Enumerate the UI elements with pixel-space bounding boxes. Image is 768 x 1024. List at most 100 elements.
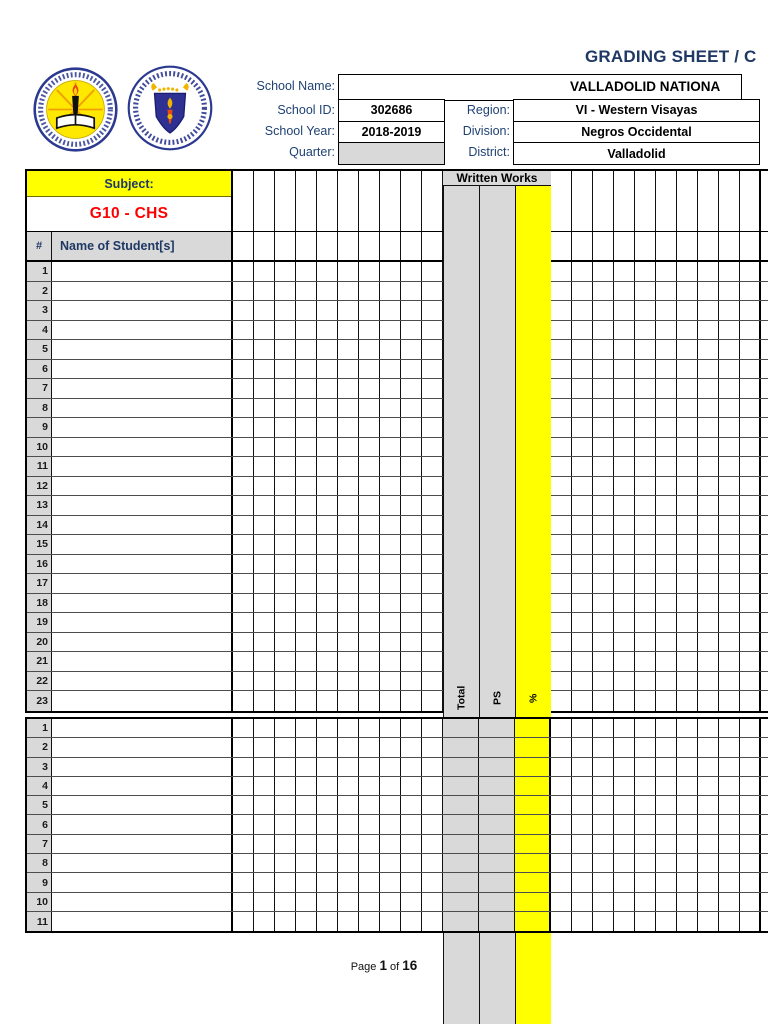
- score-cell: [296, 854, 317, 873]
- score-cell: [677, 574, 698, 593]
- district-value: Valladolid: [514, 143, 759, 165]
- score-cell: [275, 398, 296, 417]
- student-row: 4: [27, 776, 768, 797]
- score-cell: [296, 262, 317, 281]
- score-cell: [656, 796, 677, 815]
- score-cell: [317, 320, 338, 339]
- score-cell: [254, 418, 275, 437]
- score-cell: [296, 873, 317, 892]
- score-cell: [656, 834, 677, 854]
- score-cell: [296, 515, 317, 534]
- ps-cell: [479, 873, 515, 892]
- score-cell: [572, 535, 593, 554]
- score-cell: [677, 911, 698, 932]
- score-cell: [593, 262, 614, 281]
- score-cell: [719, 301, 740, 320]
- student-name-cell: [52, 437, 233, 456]
- score-cell: [422, 691, 443, 711]
- student-name-cell: [52, 815, 233, 834]
- row-number-cell: 19: [27, 613, 52, 632]
- score-cell: [317, 815, 338, 834]
- score-cell: [296, 457, 317, 476]
- score-cell: [761, 496, 768, 515]
- score-cell: [275, 593, 296, 612]
- score-cell: [656, 652, 677, 671]
- score-cell: [614, 632, 635, 651]
- score-cell: [296, 437, 317, 456]
- score-cell: [572, 911, 593, 932]
- score-cell: [572, 320, 593, 339]
- score-cell: [740, 515, 761, 534]
- score-cell: [401, 496, 422, 515]
- student-name-cell: [52, 691, 233, 711]
- score-cell: [275, 262, 296, 281]
- score-cell: [380, 691, 401, 711]
- score-cell: [401, 691, 422, 711]
- ps-cell: [479, 719, 515, 738]
- score-cell: [593, 796, 614, 815]
- score-cell: [761, 438, 768, 457]
- student-name-cell: [52, 757, 233, 776]
- score-cell: [233, 535, 254, 554]
- score-cell: [656, 515, 677, 534]
- student-row: 10: [27, 892, 768, 912]
- score-cell: [593, 359, 614, 378]
- score-cell: [677, 496, 698, 515]
- kagawaran-ng-edukasyon-seal-icon: [127, 65, 213, 151]
- column-header-blank: [656, 232, 677, 260]
- score-cell: [551, 320, 572, 339]
- score-cell: [740, 854, 761, 873]
- score-cell: [401, 301, 422, 320]
- score-cell: [359, 281, 380, 300]
- score-cell: [740, 892, 761, 911]
- score-cell: [635, 738, 656, 757]
- score-cell: [422, 738, 443, 757]
- score-cell: [296, 476, 317, 495]
- score-cell: [698, 796, 719, 815]
- score-cell: [422, 892, 443, 911]
- score-cell: [593, 574, 614, 593]
- score-cell: [719, 398, 740, 417]
- school-name-label: School Name:: [256, 79, 335, 93]
- student-name-cell: [52, 379, 233, 398]
- student-name-cell: [52, 892, 233, 911]
- score-cell: [761, 340, 768, 359]
- score-cell: [614, 691, 635, 711]
- score-cell: [614, 301, 635, 320]
- score-cell: [698, 437, 719, 456]
- student-name-cell: [52, 457, 233, 476]
- score-cell: [380, 515, 401, 534]
- score-cell: [614, 359, 635, 378]
- total-cell: [443, 892, 479, 911]
- score-cell: [359, 911, 380, 932]
- score-cell: [275, 796, 296, 815]
- score-cell: [719, 738, 740, 757]
- score-cell: [698, 834, 719, 854]
- column-header-blank: [551, 171, 572, 231]
- score-cell: [380, 815, 401, 834]
- score-cell: [761, 613, 768, 632]
- score-cell: [296, 359, 317, 378]
- score-cell: [761, 516, 768, 535]
- row-number-cell: 9: [27, 418, 52, 437]
- row-number-cell: 2: [27, 738, 52, 757]
- score-cell: [338, 379, 359, 398]
- score-cell: [359, 574, 380, 593]
- row-number-cell: 15: [27, 535, 52, 554]
- score-cell: [656, 757, 677, 776]
- ps-cell: [479, 911, 515, 932]
- score-cell: [677, 418, 698, 437]
- score-cell: [233, 652, 254, 671]
- of-label: of: [390, 961, 400, 973]
- score-cell: [740, 574, 761, 593]
- score-cell: [254, 554, 275, 573]
- score-cell: [359, 873, 380, 892]
- row-number-cell: 8: [27, 854, 52, 873]
- score-cell: [698, 281, 719, 300]
- score-cell: [656, 854, 677, 873]
- score-cell: [380, 613, 401, 632]
- score-cell: [317, 892, 338, 911]
- score-cell: [254, 301, 275, 320]
- score-cell: [551, 340, 572, 359]
- score-cell: [380, 496, 401, 515]
